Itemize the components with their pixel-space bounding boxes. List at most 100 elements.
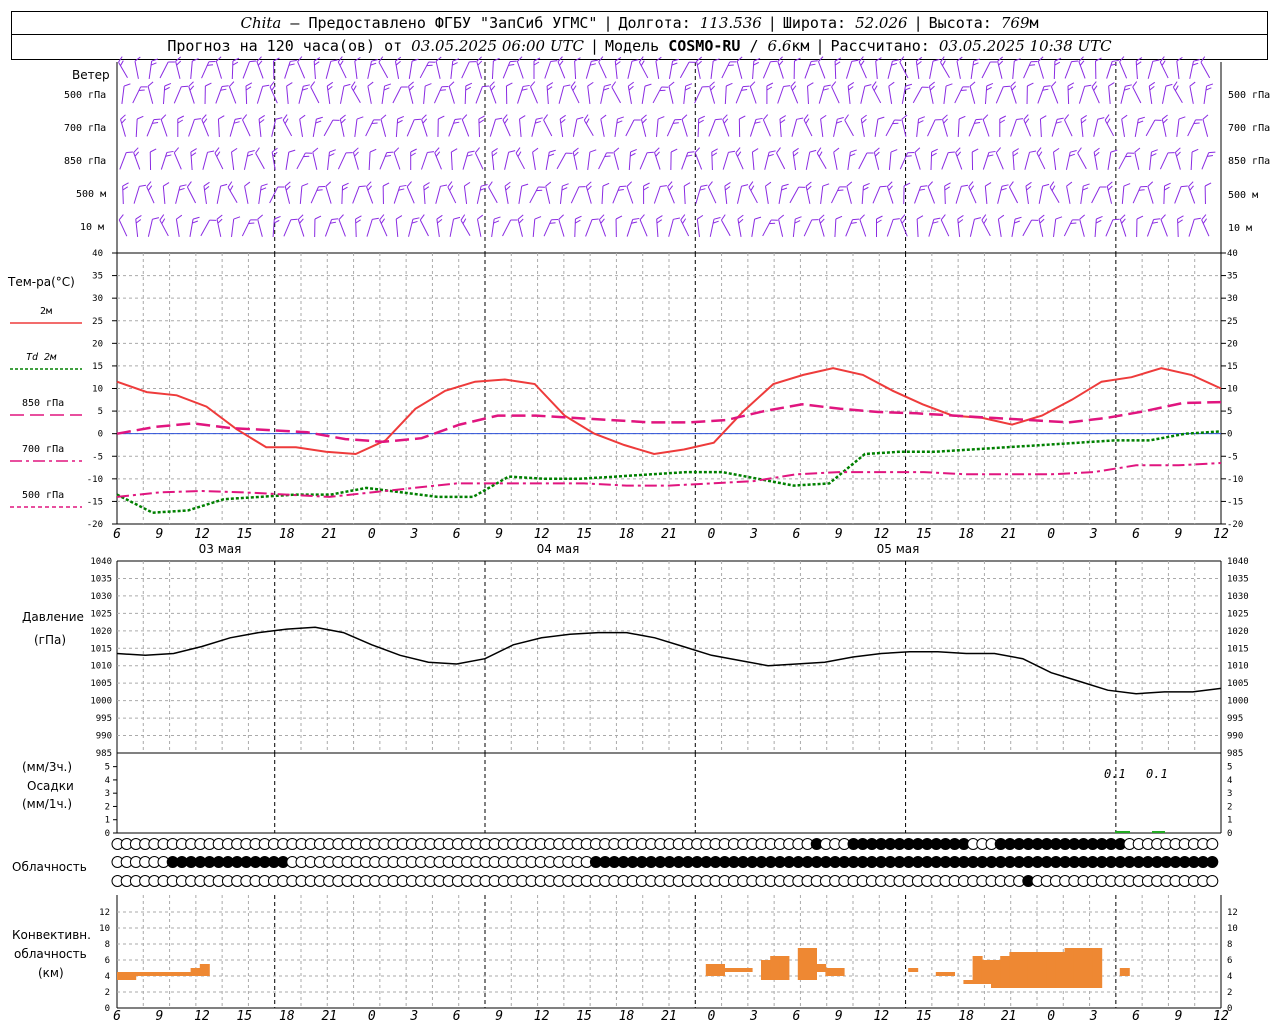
wind-barb-staff (135, 218, 139, 238)
wind-barb-staff (696, 219, 700, 237)
wind-barb (1177, 215, 1184, 238)
wind-barb-flag (1136, 61, 1142, 66)
wind-barb-flag (575, 215, 582, 220)
wind-barb-flag (217, 218, 223, 224)
wind-barb-flag (506, 82, 513, 87)
wind-barb-flag (574, 57, 581, 62)
pressure-tick-right: 1010 (1227, 662, 1249, 672)
wind-barb (1038, 214, 1045, 237)
wind-barb-staff (587, 152, 591, 170)
wind-barb-flag (682, 218, 687, 224)
wind-barb (284, 181, 291, 204)
wind-barb-flag (818, 151, 823, 157)
wind-barb-staff (162, 85, 166, 105)
wind-barb-staff (502, 219, 512, 237)
wind-barb-staff (350, 86, 361, 104)
wind-barb (694, 86, 709, 104)
wind-barb-flag (599, 214, 605, 220)
wind-barb-flag (1095, 57, 1102, 62)
wind-barb-flag (421, 114, 427, 120)
wind-barb-flag (929, 81, 935, 87)
wind-barb-flag (1012, 148, 1019, 153)
wind-barb (1161, 114, 1168, 137)
wind-barb-flag (667, 181, 673, 187)
wind-barb-flag (888, 81, 895, 87)
wind-barb-staff (707, 186, 717, 204)
wind-barb (214, 147, 224, 170)
wind-barb-flag (166, 150, 174, 153)
wind-barb-flag (956, 56, 963, 62)
wind-barb-flag (367, 185, 372, 191)
wind-barb-flag (462, 218, 467, 224)
wind-barb (435, 56, 442, 79)
wind-barb-flag (672, 58, 680, 62)
wind-barb-flag (1069, 153, 1076, 157)
wind-barb-flag (891, 62, 898, 66)
wind-barb-staff (803, 119, 813, 137)
wind-barb-flag (492, 152, 498, 157)
series-t700 (116, 462, 1222, 498)
wind-barb-flag (271, 147, 278, 153)
wind-barb-staff (914, 152, 921, 170)
wind-barb (175, 184, 187, 204)
wind-barb-flag (271, 85, 276, 91)
wind-barb-staff (1159, 152, 1169, 170)
wind-barb-flag (435, 151, 441, 157)
x-tick-label-bottom: 21 (1001, 1009, 1017, 1024)
wind-barb (1203, 83, 1214, 104)
wind-barb-staff (625, 119, 635, 137)
wind-barb-staff (847, 152, 851, 170)
x-tick-label-bottom: 3 (1089, 1009, 1098, 1024)
wind-barb-flag (350, 81, 356, 88)
wind-barb (982, 150, 996, 170)
wind-barb (845, 218, 860, 237)
wind-barb (871, 81, 882, 104)
wind-barb (286, 82, 293, 105)
wind-barb (1135, 57, 1143, 80)
pressure-tick-right: 1035 (1227, 574, 1249, 584)
wind-barb-staff (1119, 61, 1128, 79)
wind-barb-staff (873, 152, 880, 170)
wind-barb (231, 147, 238, 170)
wind-barb-flag (478, 119, 485, 124)
wind-barb (722, 114, 730, 137)
wind-barb-flag (256, 56, 262, 62)
wind-barb-flag (818, 214, 825, 220)
x-tick-label: 9 (835, 527, 843, 542)
wind-barb-staff (587, 86, 591, 104)
wind-barb-flag (973, 58, 981, 62)
wind-barb-flag (489, 81, 495, 87)
wind-barb (531, 117, 543, 137)
wind-barb (971, 148, 979, 171)
wind-barb (626, 181, 634, 204)
wind-barb-flag (722, 114, 728, 120)
wind-barb-flag (916, 56, 923, 62)
wind-barb-flag (491, 148, 498, 153)
wind-barb (724, 82, 733, 105)
wind-barb-staff (1008, 186, 1019, 204)
wind-barb (1104, 114, 1115, 137)
wind-barb-flag (515, 147, 521, 154)
wind-barb-flag (273, 57, 280, 62)
wind-barb (517, 214, 524, 237)
wind-barb (941, 151, 955, 170)
wind-barb (491, 148, 498, 171)
wind-barb (1187, 119, 1203, 137)
wind-barb-staff (216, 219, 222, 237)
wind-barb-flag (1080, 115, 1087, 120)
wind-barb-flag (353, 147, 359, 153)
wind-barb-staff (1064, 119, 1073, 137)
wind-barb-flag (887, 181, 893, 187)
wind-barb (900, 214, 908, 237)
wind-barb (450, 148, 458, 171)
wind-barb-staff (638, 61, 649, 79)
wind-barb (132, 86, 148, 104)
wind-barb (969, 81, 976, 104)
wind-barb-staff (574, 60, 577, 80)
wind-barb (928, 217, 941, 237)
wind-barb-staff (310, 186, 319, 204)
wind-barb (299, 183, 309, 205)
wind-barb-flag (879, 185, 887, 188)
wind-barb-staff (227, 186, 238, 204)
wind-barb (641, 83, 652, 104)
